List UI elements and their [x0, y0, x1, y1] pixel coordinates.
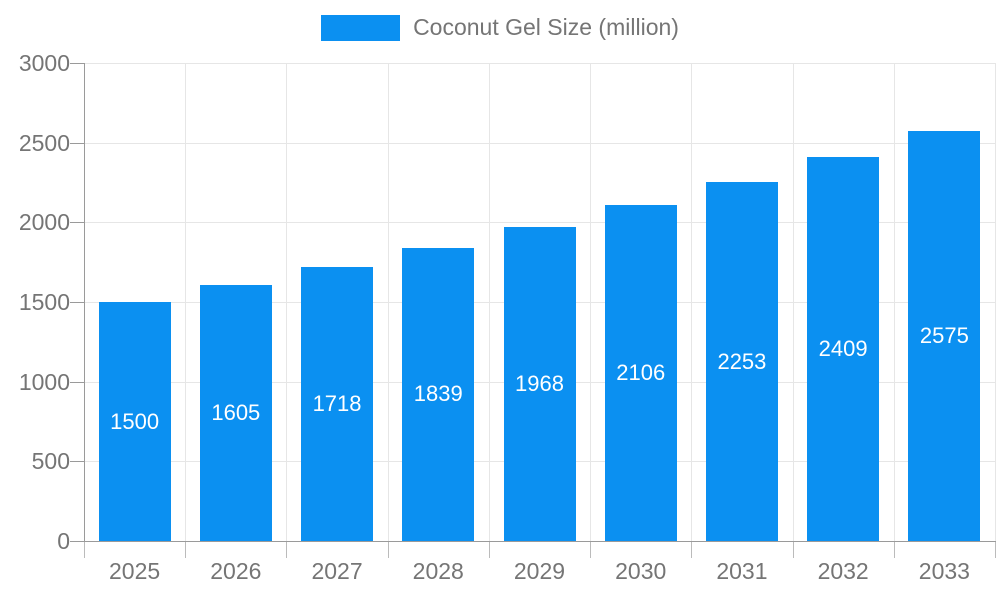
bar-value-label: 2575: [919, 322, 969, 348]
y-tick-label: 3000: [18, 50, 70, 76]
x-axis-tick: [793, 542, 794, 558]
bar-value-label: 2253: [717, 348, 767, 374]
grid-line-h: [84, 222, 995, 224]
bar[interactable]: 1718: [301, 267, 374, 541]
bar[interactable]: 1839: [402, 247, 475, 541]
x-axis-tick: [894, 542, 895, 558]
bar-value-label: 1718: [312, 391, 362, 417]
bar[interactable]: 1605: [199, 285, 272, 541]
x-tick-label: 2029: [513, 558, 566, 584]
x-tick-label: 2032: [817, 558, 869, 584]
bar-value-label: 1605: [211, 400, 261, 426]
grid-line-v: [489, 63, 490, 541]
y-tick-label: 1500: [18, 289, 70, 315]
x-tick-label: 2027: [311, 558, 363, 584]
y-tick-label: 2000: [18, 209, 70, 236]
x-axis-tick: [995, 542, 996, 558]
grid-line-v: [995, 63, 996, 541]
y-axis-tick: [70, 142, 84, 144]
x-tick-label: 2031: [716, 558, 768, 584]
y-axis-tick: [70, 461, 84, 463]
x-axis-tick: [691, 542, 692, 558]
bar[interactable]: 2106: [604, 205, 677, 541]
y-tick-label: 500: [31, 448, 70, 475]
x-tick-label: 2025: [109, 558, 161, 584]
y-tick-label: 1000: [18, 368, 70, 395]
y-axis-tick: [70, 63, 84, 64]
plot-area: 1500 1605 1718 1839 1968 2106 2253 2409 2575: [84, 63, 996, 541]
x-tick-label: 2030: [615, 558, 667, 584]
x-axis-tick: [489, 542, 490, 558]
bar-value-label: 2106: [616, 360, 666, 386]
legend-item[interactable]: Coconut Gel Size (million): [0, 14, 1000, 41]
y-axis-tick: [70, 302, 84, 303]
x-axis-tick: [590, 542, 591, 558]
x-tick-label: 2033: [918, 558, 970, 584]
grid-line-v: [286, 63, 287, 541]
grid-line-v: [388, 63, 389, 541]
x-axis-line: [84, 541, 996, 542]
y-tick-label: 2500: [18, 129, 70, 156]
y-axis-tick: [70, 541, 84, 542]
x-axis-tick: [388, 542, 389, 558]
x-axis-tick: [286, 542, 287, 558]
y-tick-label: 0: [57, 528, 70, 554]
grid-line-v: [793, 63, 794, 541]
bar[interactable]: 2409: [807, 157, 880, 541]
bar[interactable]: 2575: [908, 130, 981, 541]
x-axis-tick: [84, 542, 85, 558]
grid-line-v: [590, 63, 591, 541]
grid-line-v: [185, 63, 186, 541]
legend-label: Coconut Gel Size (million): [413, 14, 679, 40]
y-axis-tick: [70, 381, 84, 383]
y-axis-line: [84, 63, 85, 542]
x-tick-label: 2028: [412, 558, 464, 584]
bar-value-label: 1500: [110, 408, 160, 434]
grid-line-v: [691, 63, 692, 541]
grid-line-h: [84, 63, 995, 64]
bar-value-label: 2409: [818, 336, 868, 362]
x-axis-tick: [185, 542, 186, 558]
grid-line-v: [894, 63, 895, 541]
x-tick-label: 2026: [210, 558, 262, 584]
bar[interactable]: 2253: [705, 182, 778, 541]
bar[interactable]: 1968: [503, 227, 576, 541]
y-axis-tick: [70, 222, 84, 224]
bar[interactable]: 1500: [98, 302, 171, 541]
bar-value-label: 1839: [413, 381, 463, 407]
legend-swatch: [321, 14, 401, 41]
grid-line-h: [84, 142, 995, 144]
bar-value-label: 1968: [515, 371, 564, 397]
